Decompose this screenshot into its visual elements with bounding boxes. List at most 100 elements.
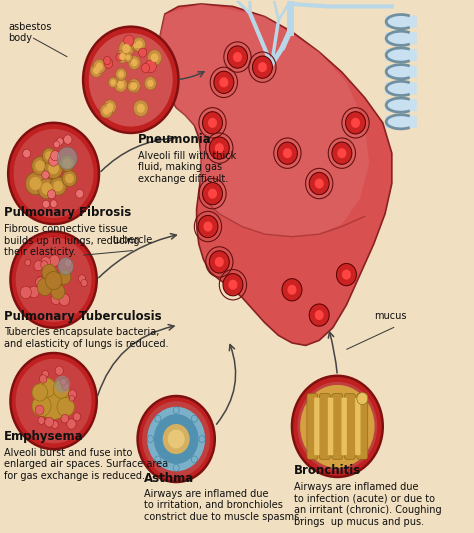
Circle shape [145, 60, 156, 72]
Circle shape [45, 158, 63, 179]
Circle shape [16, 237, 91, 322]
Circle shape [35, 405, 44, 415]
Circle shape [277, 142, 297, 164]
Circle shape [62, 171, 77, 187]
Circle shape [53, 380, 70, 398]
Circle shape [223, 273, 243, 296]
Circle shape [219, 77, 228, 87]
Circle shape [49, 155, 58, 166]
Circle shape [103, 107, 110, 115]
Circle shape [346, 112, 365, 134]
Circle shape [173, 407, 179, 414]
Circle shape [32, 384, 47, 401]
Circle shape [76, 189, 83, 198]
Circle shape [107, 106, 113, 112]
Circle shape [93, 59, 106, 74]
Text: Pulmonary Fibrosis: Pulmonary Fibrosis [4, 206, 131, 219]
Circle shape [110, 79, 116, 85]
Circle shape [51, 151, 60, 161]
Circle shape [130, 84, 135, 90]
Circle shape [155, 415, 161, 422]
Circle shape [51, 293, 61, 304]
Circle shape [215, 257, 224, 267]
FancyBboxPatch shape [385, 49, 417, 61]
Circle shape [107, 103, 113, 111]
Circle shape [35, 160, 45, 171]
Text: Asthma: Asthma [145, 472, 195, 485]
Circle shape [210, 251, 229, 273]
Circle shape [96, 62, 103, 70]
Circle shape [42, 148, 56, 163]
Circle shape [122, 44, 130, 53]
Circle shape [38, 179, 56, 199]
Circle shape [147, 79, 154, 87]
Circle shape [64, 259, 72, 267]
Circle shape [69, 395, 74, 401]
Circle shape [342, 270, 351, 280]
Circle shape [65, 174, 74, 183]
Circle shape [45, 151, 53, 160]
Circle shape [67, 419, 76, 429]
Circle shape [130, 82, 137, 90]
Text: Bronchitis: Bronchitis [294, 464, 362, 478]
Circle shape [133, 43, 138, 49]
FancyBboxPatch shape [385, 82, 417, 94]
Circle shape [28, 286, 39, 298]
Circle shape [42, 264, 56, 280]
Circle shape [41, 257, 51, 268]
FancyBboxPatch shape [341, 398, 347, 455]
Circle shape [116, 53, 123, 61]
Text: Alveoli fill with thick
fluid, making gas
exchange difficult.: Alveoli fill with thick fluid, making ga… [137, 151, 236, 184]
FancyBboxPatch shape [355, 398, 361, 455]
Circle shape [51, 421, 58, 429]
Circle shape [46, 271, 62, 290]
Circle shape [34, 261, 43, 271]
Circle shape [56, 138, 64, 146]
Circle shape [351, 118, 360, 128]
Circle shape [100, 104, 113, 118]
Circle shape [37, 383, 70, 419]
Circle shape [10, 353, 97, 449]
Circle shape [58, 257, 73, 275]
Circle shape [116, 68, 127, 80]
Circle shape [155, 456, 161, 463]
Polygon shape [158, 4, 369, 237]
Circle shape [61, 414, 69, 423]
Circle shape [14, 129, 93, 218]
Circle shape [202, 182, 222, 205]
Circle shape [29, 177, 41, 190]
Circle shape [141, 63, 150, 72]
Text: Airways are inflamed due
to irritation, and bronchioles
constrict due to muscle : Airways are inflamed due to irritation, … [145, 489, 303, 522]
Circle shape [37, 278, 53, 295]
Circle shape [16, 359, 91, 443]
Text: tubercle: tubercle [113, 235, 153, 245]
Circle shape [104, 59, 113, 68]
Circle shape [233, 52, 242, 62]
Circle shape [103, 56, 111, 64]
Circle shape [133, 37, 146, 52]
Circle shape [114, 78, 127, 92]
Circle shape [42, 370, 48, 377]
Circle shape [36, 276, 46, 287]
Circle shape [54, 141, 60, 148]
Circle shape [38, 378, 56, 397]
Text: Pneumonia: Pneumonia [137, 133, 211, 146]
Text: Tubercles encapsulate bacteria,
and elasticity of lungs is reduced.: Tubercles encapsulate bacteria, and elas… [4, 327, 168, 349]
Circle shape [109, 77, 118, 88]
Circle shape [147, 50, 162, 66]
Circle shape [191, 415, 198, 422]
FancyBboxPatch shape [357, 393, 368, 459]
Circle shape [124, 53, 132, 62]
Circle shape [168, 430, 185, 448]
Circle shape [81, 279, 87, 287]
Circle shape [199, 435, 205, 442]
FancyBboxPatch shape [345, 393, 356, 459]
Circle shape [41, 182, 52, 195]
Circle shape [228, 46, 247, 68]
Circle shape [57, 147, 77, 169]
Circle shape [309, 304, 329, 326]
Circle shape [50, 200, 57, 207]
FancyBboxPatch shape [332, 393, 343, 459]
FancyBboxPatch shape [319, 393, 330, 459]
Circle shape [337, 263, 356, 286]
